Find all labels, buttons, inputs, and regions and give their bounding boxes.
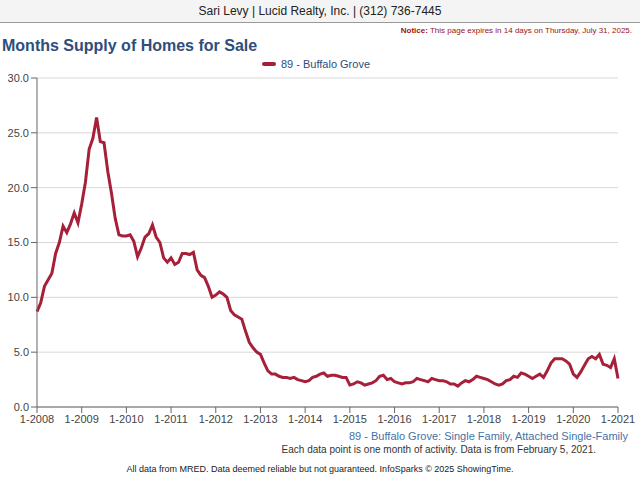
html-text:Each data point is one month o: Each data point is one month of activity… bbox=[281, 444, 596, 455]
svg-text:20.0: 20.0 bbox=[8, 182, 29, 194]
svg-text:1-2010: 1-2010 bbox=[109, 413, 143, 425]
svg-text:1-2011: 1-2011 bbox=[154, 413, 187, 425]
html-text:Months Supply of Homes for Sal: Months Supply of Homes for Sale bbox=[2, 37, 258, 54]
html-text:Sari Levy | Lucid Realty, Inc.: Sari Levy | Lucid Realty, Inc. | (312) 7… bbox=[198, 4, 442, 18]
svg-text:1-2019: 1-2019 bbox=[511, 413, 545, 425]
svg-text:1-2016: 1-2016 bbox=[377, 413, 411, 425]
html-text:89 - Buffalo Grove: 89 - Buffalo Grove bbox=[281, 58, 370, 70]
html-text:89 - Buffalo Grove: Single Fam: 89 - Buffalo Grove: Single Family, Attac… bbox=[349, 430, 628, 442]
svg-text:10.0: 10.0 bbox=[8, 291, 29, 303]
svg-text:1-2014: 1-2014 bbox=[288, 413, 322, 425]
html-text:All data from MRED. Data deeme: All data from MRED. Data deemed reliable… bbox=[126, 464, 514, 474]
svg-text:25.0: 25.0 bbox=[8, 127, 29, 139]
svg-text:30.0: 30.0 bbox=[8, 72, 29, 84]
svg-text:1-2008: 1-2008 bbox=[20, 413, 54, 425]
svg-text:1-2018: 1-2018 bbox=[467, 413, 501, 425]
svg-text:1-2009: 1-2009 bbox=[65, 413, 99, 425]
svg-text:1-2013: 1-2013 bbox=[243, 413, 277, 425]
svg-text:1-2017: 1-2017 bbox=[422, 413, 456, 425]
svg-text:1-2021: 1-2021 bbox=[601, 413, 632, 425]
svg-text:15.0: 15.0 bbox=[8, 236, 29, 248]
svg-text:1-2015: 1-2015 bbox=[333, 413, 367, 425]
svg-text:1-2020: 1-2020 bbox=[556, 413, 590, 425]
html-text:Notice: This page expires in 1: Notice: This page expires in 14 days on … bbox=[400, 26, 632, 35]
svg-text:5.0: 5.0 bbox=[14, 346, 29, 358]
svg-text:0.0: 0.0 bbox=[14, 401, 29, 413]
svg-text:1-2012: 1-2012 bbox=[199, 413, 233, 425]
